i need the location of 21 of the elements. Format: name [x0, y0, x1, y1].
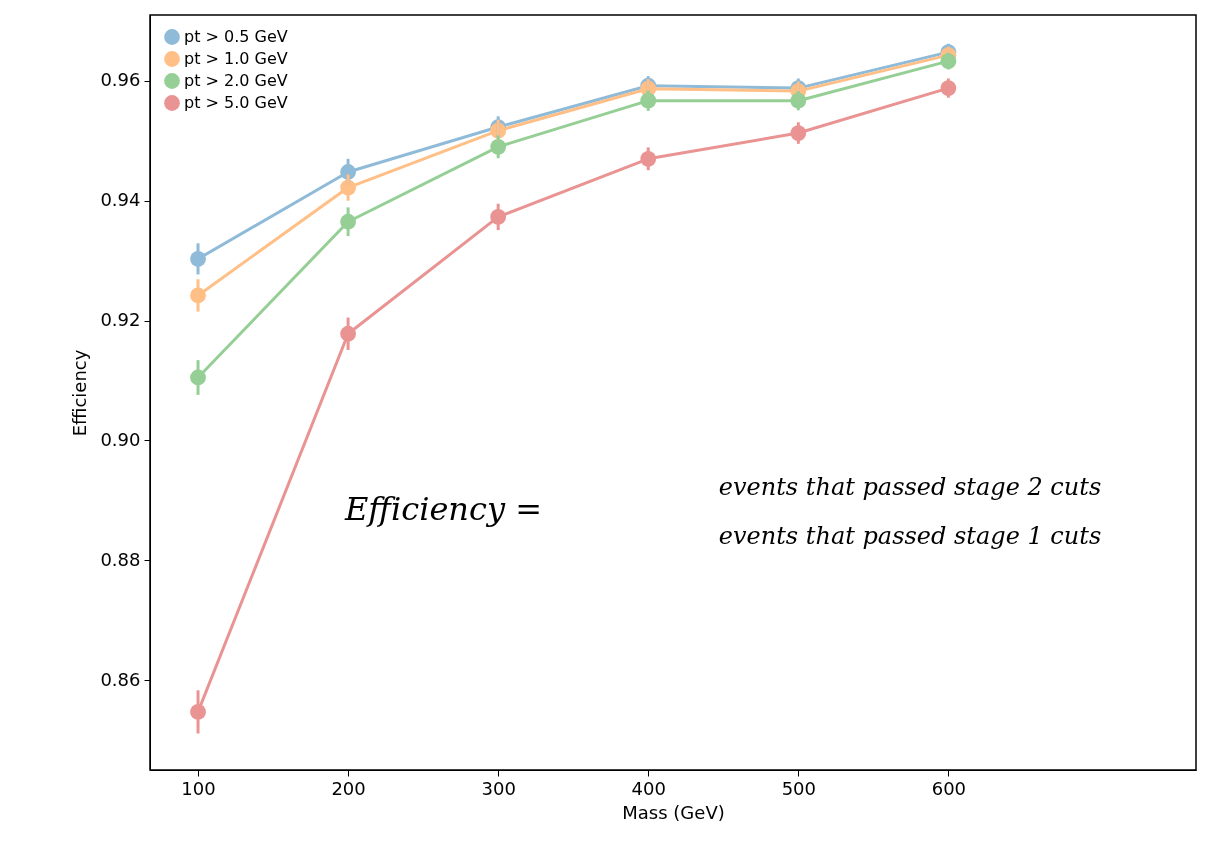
y-tick-label: 0.92 — [100, 309, 141, 331]
x-tick-label: 200 — [331, 777, 366, 799]
x-axis-title: Mass (GeV) — [622, 801, 725, 823]
legend-label: pt > 2.0 GeV — [184, 71, 288, 90]
y-tick-label: 0.86 — [100, 668, 141, 690]
annotation: Efficiency = — [344, 490, 542, 528]
y-axis-title: Efficiency — [69, 349, 91, 437]
annotation: events that passed stage 1 cuts — [718, 522, 1102, 550]
annotation: events that passed stage 2 cuts — [718, 473, 1102, 501]
legend-label: pt > 5.0 GeV — [184, 93, 288, 112]
y-tick-label: 0.88 — [100, 548, 141, 570]
x-tick-label: 400 — [631, 777, 666, 799]
y-tick-label: 0.90 — [100, 428, 141, 450]
x-tick-label: 300 — [481, 777, 516, 799]
y-tick-label: 0.94 — [100, 189, 141, 211]
legend-label: pt > 1.0 GeV — [184, 49, 288, 68]
x-tick-label: 100 — [181, 777, 216, 799]
y-tick-label: 0.96 — [100, 69, 141, 91]
legend-label: pt > 0.5 GeV — [184, 27, 288, 46]
x-tick-label: 600 — [931, 777, 967, 799]
x-tick-label: 500 — [781, 777, 816, 799]
